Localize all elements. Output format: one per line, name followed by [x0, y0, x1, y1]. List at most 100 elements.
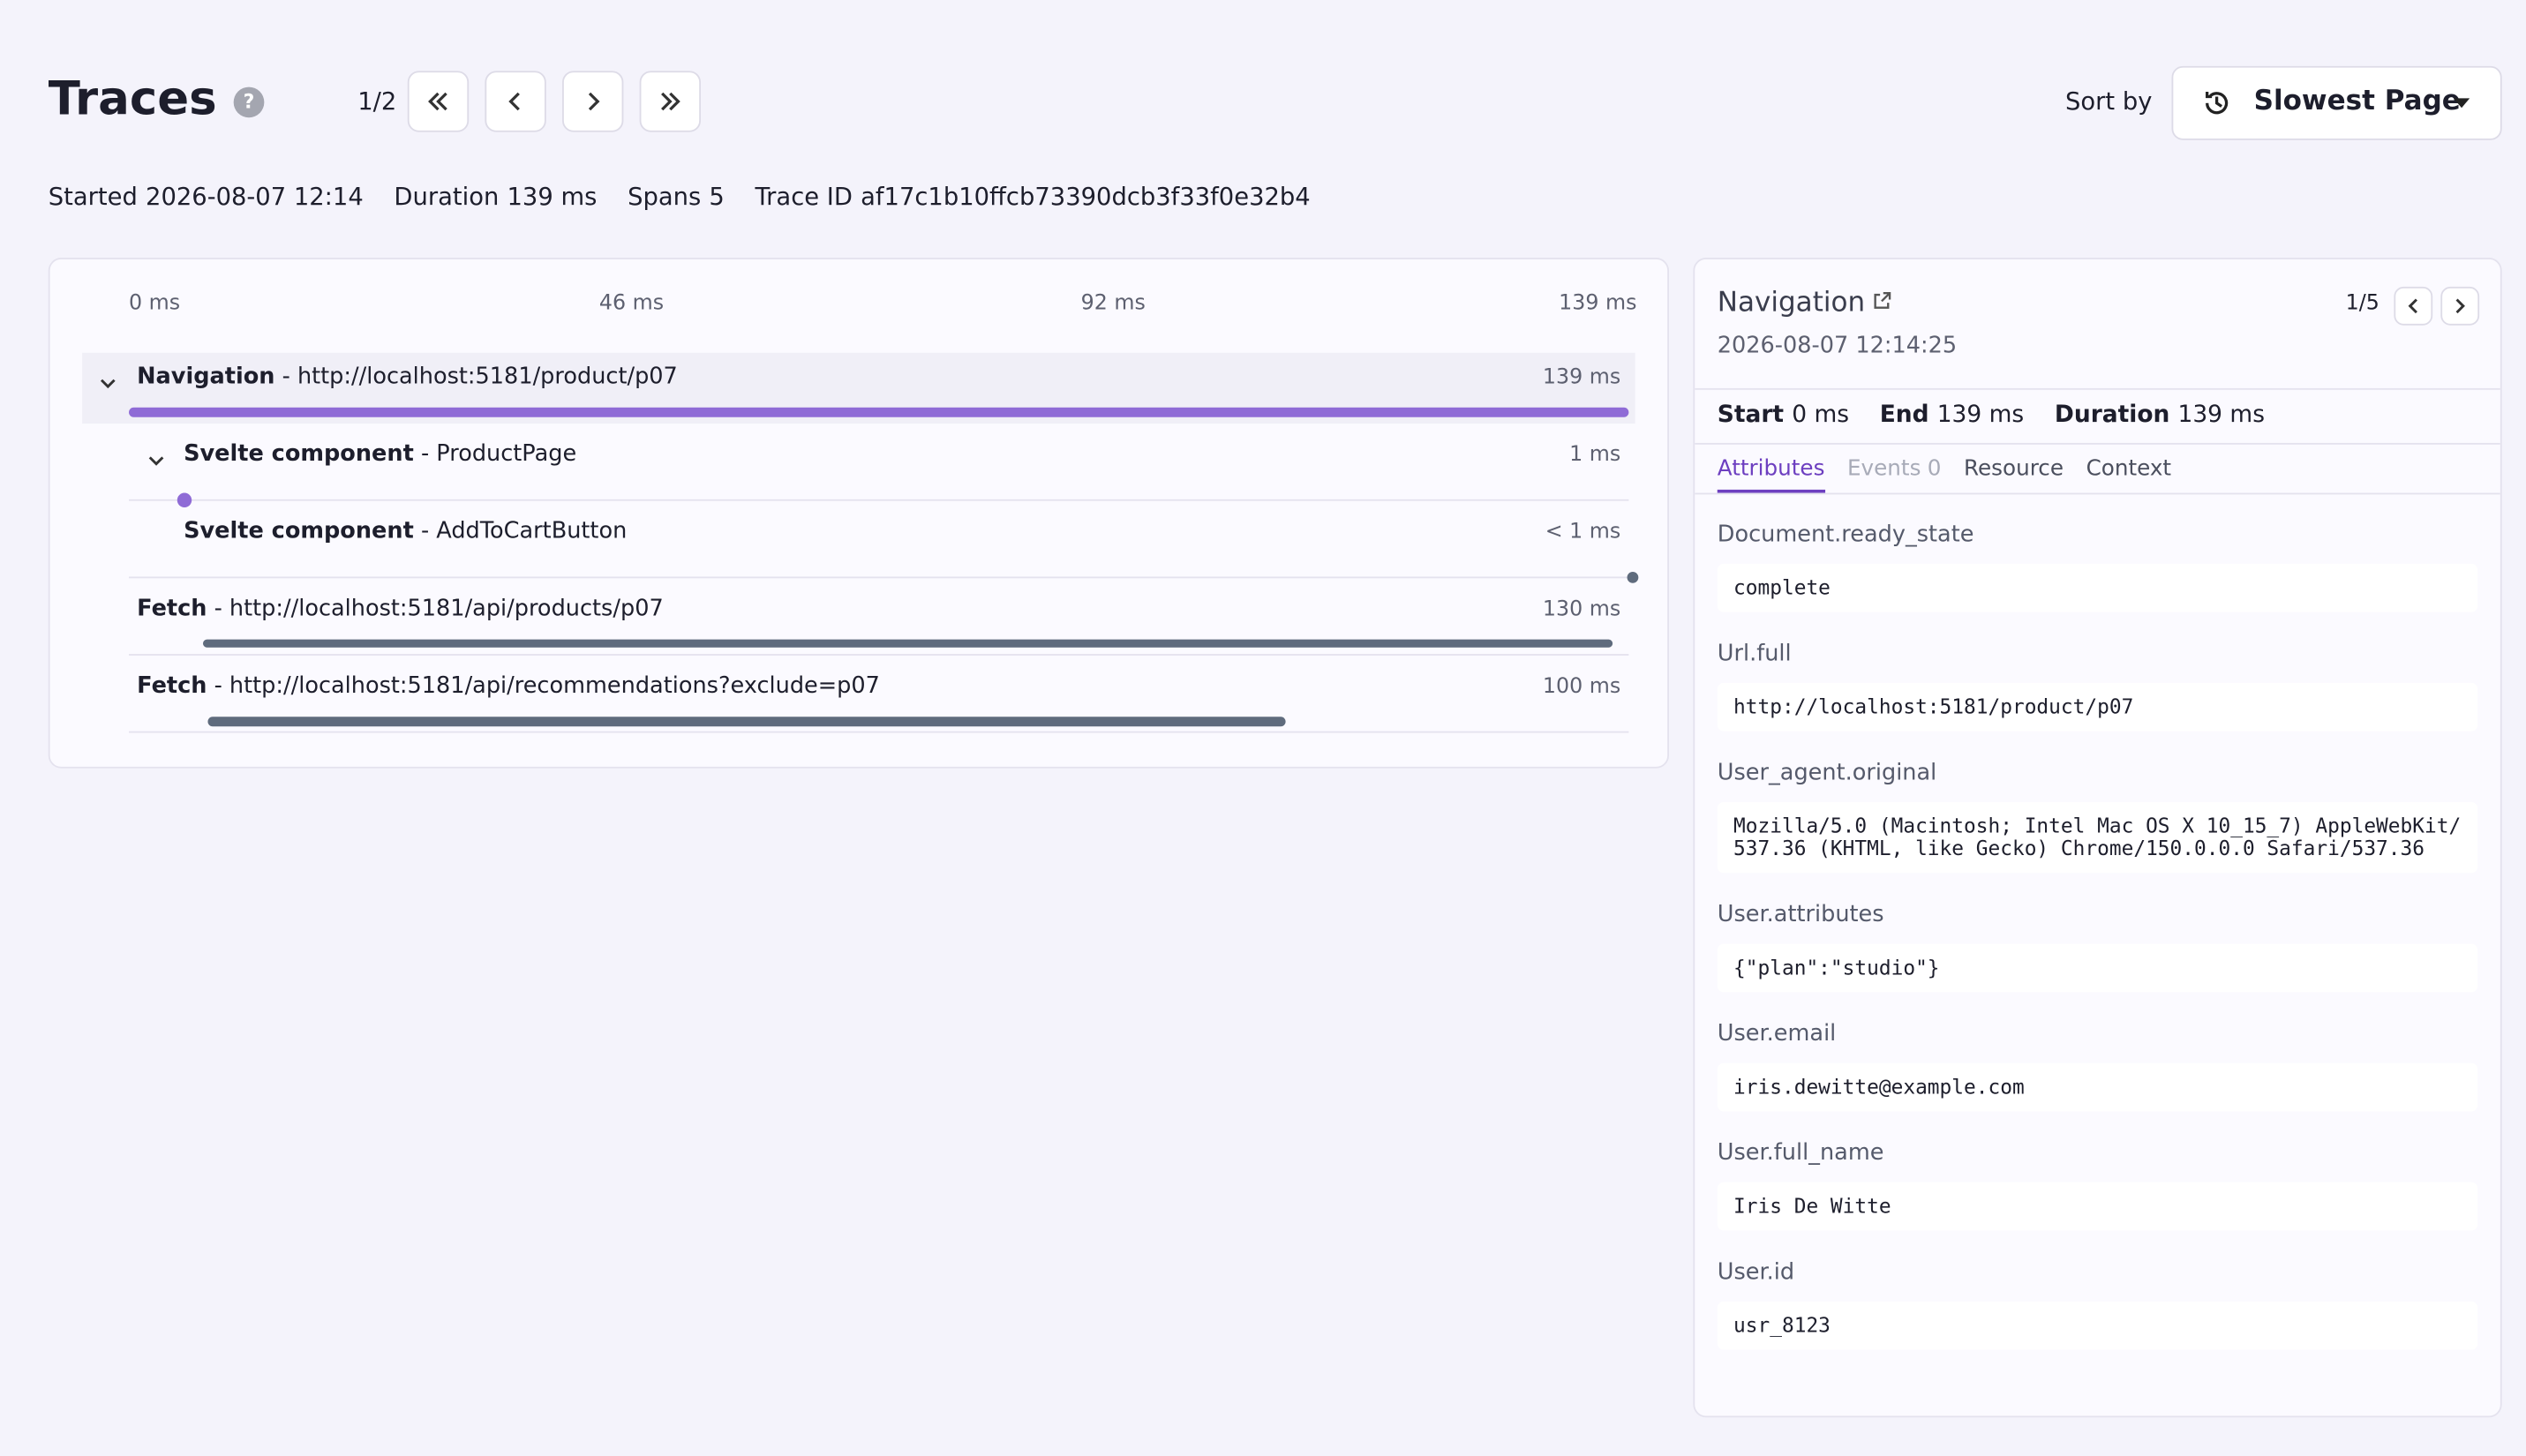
stat: End 139 ms	[1880, 402, 2025, 428]
time-tick: 46 ms	[598, 291, 665, 316]
attribute-value: http://localhost:5181/product/p07	[1717, 682, 2478, 732]
span-name: http://localhost:5181/product/p07	[297, 364, 678, 390]
span-duration: < 1 ms	[1545, 520, 1621, 544]
attribute-key: User.full_name	[1717, 1140, 1884, 1167]
meta-label: Started	[48, 182, 138, 212]
span-pager: 1/5	[2345, 291, 2379, 316]
span-dot	[1626, 571, 1638, 582]
span-label: Navigation - http://localhost:5181/produ…	[137, 364, 678, 390]
sort-dropdown[interactable]: Slowest Page	[2171, 65, 2502, 140]
meta-label: Trace ID	[755, 182, 853, 212]
span-duration: 1 ms	[1569, 442, 1621, 468]
stat: Duration 139 ms	[2055, 402, 2265, 428]
span-name: http://localhost:5181/api/products/p07	[229, 596, 664, 622]
meta-label: Duration	[394, 182, 500, 212]
attribute-value: usr_8123	[1717, 1301, 2478, 1350]
meta-item: Duration 139 ms	[394, 182, 597, 211]
meta-value: af17c1b10ffcb73390dcb3f33f0e32b4	[861, 182, 1311, 212]
span-duration: 139 ms	[1542, 365, 1621, 390]
stat: Start 0 ms	[1718, 402, 1849, 428]
tab[interactable]: Events 0	[1847, 456, 1941, 493]
span-duration: 130 ms	[1542, 597, 1621, 622]
attribute-key: User.id	[1717, 1259, 1795, 1286]
span-kind: Fetch	[137, 672, 207, 700]
stat-value: 0 ms	[1792, 402, 1850, 429]
attribute-value: complete	[1717, 563, 2478, 612]
span-name: ProductPage	[436, 441, 577, 468]
attributes: Document.ready_state complete Url.full http…	[1717, 522, 2478, 1378]
page-title: Traces	[48, 71, 217, 126]
page-indicator: 1/2	[357, 86, 397, 116]
row-divider	[129, 731, 1629, 733]
row-divider	[129, 654, 1629, 656]
attribute-value: Mozilla/5.0 (Macintosh; Intel Mac OS X 1…	[1717, 801, 2478, 874]
meta-value: 139 ms	[507, 182, 598, 212]
attribute-key: User_agent.original	[1717, 760, 1937, 786]
meta-label: Spans	[628, 182, 702, 212]
tab-label: Resource	[1963, 455, 2064, 482]
next-button[interactable]	[562, 71, 624, 132]
tab[interactable]: Resource	[1964, 456, 2064, 493]
last-button[interactable]	[639, 71, 702, 132]
span-kind: Fetch	[137, 596, 207, 622]
detail-time: 2026-08-07 12:14:25	[1717, 333, 1958, 360]
sort-label: Sort by	[2065, 86, 2153, 116]
span-name: http://localhost:5181/api/recommendation…	[229, 672, 880, 700]
attribute-key: User.attributes	[1717, 902, 1884, 928]
span-label: Fetch - http://localhost:5181/api/produc…	[137, 596, 664, 622]
meta-item: Started 2026-08-07 12:14	[49, 182, 364, 211]
span-kind: Navigation	[137, 364, 275, 390]
span-duration: 100 ms	[1542, 674, 1621, 700]
timeline-panel: 0 ms 46 ms 92 ms 139 ms Navigation - http://…	[48, 258, 1670, 769]
help-icon[interactable]: ?	[233, 86, 265, 118]
meta-value: 5	[709, 182, 725, 212]
span-kind: Svelte component	[184, 441, 414, 468]
prev-button[interactable]	[485, 71, 546, 132]
prev-span[interactable]	[2394, 286, 2433, 326]
attribute-key: Url.full	[1717, 641, 1792, 667]
span-label: Svelte component - AddToCartButton	[184, 518, 628, 544]
tab-label: Attributes	[1717, 455, 1825, 482]
trace-meta: Started 2026-08-07 12:14 Duration 139 ms Spa…	[49, 182, 1311, 211]
span-bar	[129, 407, 1629, 417]
detail-title: Navigation	[1717, 286, 1866, 319]
collapse-toggle[interactable]	[147, 447, 166, 466]
collapse-toggle[interactable]	[98, 369, 117, 389]
time-tick: 0 ms	[129, 291, 181, 316]
span-label: Svelte component - ProductPage	[184, 441, 577, 468]
span-label: Fetch - http://localhost:5181/api/recomm…	[137, 672, 880, 700]
time-tick: 92 ms	[1080, 291, 1146, 316]
stat-value: 139 ms	[1936, 402, 2025, 429]
detail-panel: Navigation 1/5 2026-08-07 12:14:25 Start…	[1693, 258, 2502, 1418]
row-divider	[129, 499, 1629, 501]
meta-item: Spans 5	[628, 182, 725, 211]
stat-label: Start	[1717, 402, 1785, 429]
span-name: AddToCartButton	[436, 518, 628, 544]
row-divider	[129, 576, 1629, 579]
tabs: Attributes Events 0 Resource Context	[1717, 455, 2172, 493]
tab-label: Context	[2086, 455, 2172, 482]
attribute-key: User.email	[1717, 1021, 1837, 1047]
tab-label: Events	[1846, 455, 1921, 482]
stat-label: End	[1879, 402, 1929, 429]
attribute-value: {"plan":"studio"}	[1717, 943, 2478, 993]
time-tick: 139 ms	[1559, 291, 1637, 316]
first-button[interactable]	[407, 71, 470, 132]
attribute-value: Iris De Witte	[1717, 1182, 2478, 1231]
divider	[1695, 442, 2500, 445]
span-bar	[202, 639, 1613, 648]
attribute-value: iris.dewitte@example.com	[1717, 1062, 2478, 1112]
stat-label: Duration	[2054, 402, 2170, 429]
divider	[1695, 492, 2500, 495]
span-kind: Svelte component	[184, 518, 414, 544]
attribute-key: Document.ready_state	[1717, 522, 1974, 548]
tab[interactable]: Attributes	[1717, 455, 1825, 493]
tab[interactable]: Context	[2086, 456, 2172, 493]
span-bar	[207, 717, 1286, 727]
next-span[interactable]	[2440, 286, 2480, 326]
stat-value: 139 ms	[2177, 402, 2266, 429]
sort-value: Slowest Page	[2253, 85, 2461, 118]
divider	[1695, 387, 2500, 390]
detail-stats: Start 0 ms End 139 ms Duration 139 ms	[1718, 402, 2265, 428]
